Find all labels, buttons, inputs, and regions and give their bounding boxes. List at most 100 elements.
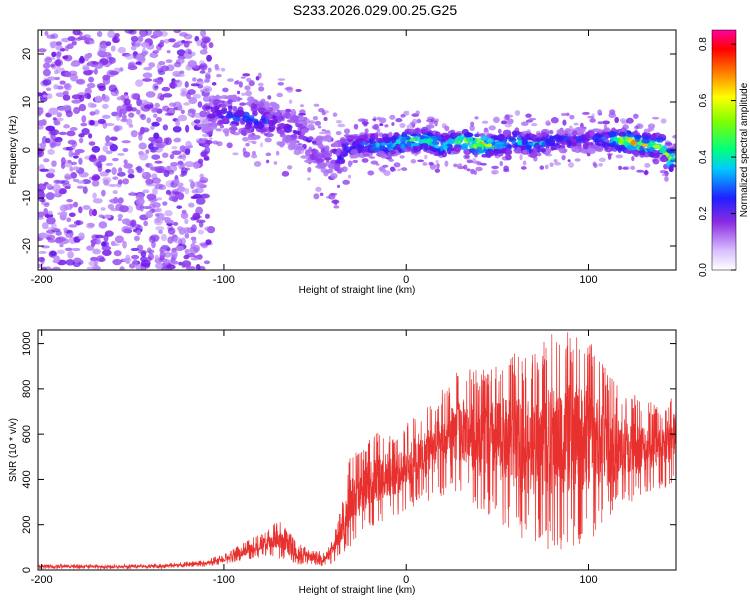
spectrogram-cell: [207, 131, 214, 135]
spectrogram-cell: [364, 128, 369, 134]
spectrogram-cell: [629, 133, 635, 138]
spectrogram-cell: [517, 135, 522, 141]
spectrogram-cell: [55, 41, 63, 46]
spectrogram-cell: [429, 163, 437, 170]
spectrogram-cell: [56, 112, 63, 118]
spectrogram-cell: [140, 41, 150, 48]
spectrogram-cell: [660, 118, 667, 124]
spectrogram-cell: [89, 111, 96, 116]
spectrogram-cell: [225, 113, 234, 119]
spectrogram-cell: [265, 152, 272, 157]
spectrogram-cell: [190, 257, 199, 261]
spectrogram-cell: [179, 145, 186, 153]
spectrogram-cell: [539, 165, 545, 170]
spectrogram-cell: [199, 70, 206, 74]
spectrogram-cell: [533, 150, 538, 157]
spectrogram-cell: [126, 118, 133, 126]
spectrogram-cell: [400, 113, 406, 118]
spectrogram-cell: [101, 241, 107, 248]
spectrogram-cell: [142, 78, 153, 82]
spectrogram-cell: [161, 152, 169, 158]
spectrogram-cell: [171, 150, 182, 156]
spectrogram-cell: [236, 96, 241, 102]
spectrogram-cell: [597, 139, 605, 146]
spectrogram-cell: [85, 40, 90, 45]
spectrogram-cell: [87, 102, 95, 108]
spectrogram-cell: [395, 118, 403, 123]
spectrogram-cell: [568, 162, 575, 168]
spectrogram-cell: [290, 134, 298, 138]
spectrogram-cell: [399, 122, 406, 129]
spectrogram-cell: [444, 125, 450, 132]
spectrogram-cell: [172, 79, 181, 83]
spectrogram-cell: [142, 72, 153, 79]
spectrogram-cell: [136, 109, 141, 115]
spectrogram-cell: [138, 142, 147, 150]
spectrogram-cell: [102, 249, 112, 256]
spectrogram-cell: [200, 30, 207, 38]
spectrogram-cell: [150, 201, 156, 206]
spectrogram-cell: [191, 224, 197, 233]
spectrogram-cell: [91, 180, 100, 187]
spectrogram-cell: [504, 114, 510, 121]
spectrogram-cell: [281, 170, 290, 177]
spectrogram-cell: [86, 245, 94, 251]
snr-ytick-label: 800: [21, 380, 33, 398]
spectrogram-cell: [93, 68, 98, 75]
spectrogram-cell: [103, 51, 112, 58]
spectrogram-cell: [238, 81, 243, 88]
spectrogram-cell: [135, 197, 145, 206]
spectrogram-cell: [70, 61, 80, 67]
spectrogram-cell: [71, 99, 82, 104]
spectrogram-cell: [184, 81, 189, 88]
spectrogram-cell: [587, 147, 596, 155]
spectrogram-cell: [45, 87, 52, 92]
spectrogram-cell: [475, 138, 483, 143]
spectrogram-cell: [265, 159, 270, 164]
spectrogram-cell: [155, 217, 162, 224]
spectrogram-cell: [63, 124, 70, 129]
spectrogram-cell: [375, 163, 380, 166]
spectrogram-cell: [123, 228, 131, 234]
spectrogram-cell: [105, 162, 114, 167]
spectrogram-cell: [42, 94, 47, 98]
spectrogram-cell: [400, 143, 405, 150]
spectrogram-cell: [328, 150, 333, 158]
spectrogram-cell: [38, 216, 44, 220]
spectrogram-cell: [69, 145, 76, 151]
spectrogram-cell: [122, 240, 127, 249]
spectrogram-cell: [115, 113, 121, 121]
spectrogram-cell: [148, 62, 156, 68]
spectrogram-cell: [503, 165, 509, 171]
spectrogram-cell: [164, 209, 173, 217]
spectrogram-cell: [68, 212, 76, 218]
spectrogram-cell: [199, 49, 208, 55]
spectrogram-cell: [78, 103, 87, 112]
spectrogram-cell: [159, 39, 165, 45]
spectrogram-cell: [330, 172, 338, 179]
spectrogram-cell: [641, 143, 649, 147]
spectrogram-cell: [52, 117, 57, 121]
spectrogram-cell: [98, 155, 107, 163]
spectrogram-cell: [96, 255, 105, 262]
spectrogram-cell: [190, 195, 199, 200]
spectrogram-cell: [121, 140, 131, 144]
spectrogram-cell: [159, 251, 166, 259]
spectrogram-cell: [102, 74, 111, 81]
spectrogram-cell: [49, 251, 57, 257]
spectrogram-cell: [573, 147, 582, 153]
spectrogram-cell: [181, 153, 186, 161]
spectrogram-cell: [564, 128, 571, 135]
spectrogram-cell: [68, 224, 78, 228]
spectrogram-cell: [573, 122, 579, 126]
spectrogram-cell: [184, 248, 190, 254]
spectrogram-cell: [198, 64, 206, 69]
spectrogram-cell: [594, 138, 599, 146]
spectrogram-cell: [170, 161, 179, 167]
spectrogram-cell: [42, 79, 52, 86]
spectrogram-cell: [592, 161, 597, 167]
spectrogram-cell: [180, 109, 185, 115]
spectrogram-cell: [131, 254, 140, 260]
spectrogram-cell: [265, 101, 270, 107]
